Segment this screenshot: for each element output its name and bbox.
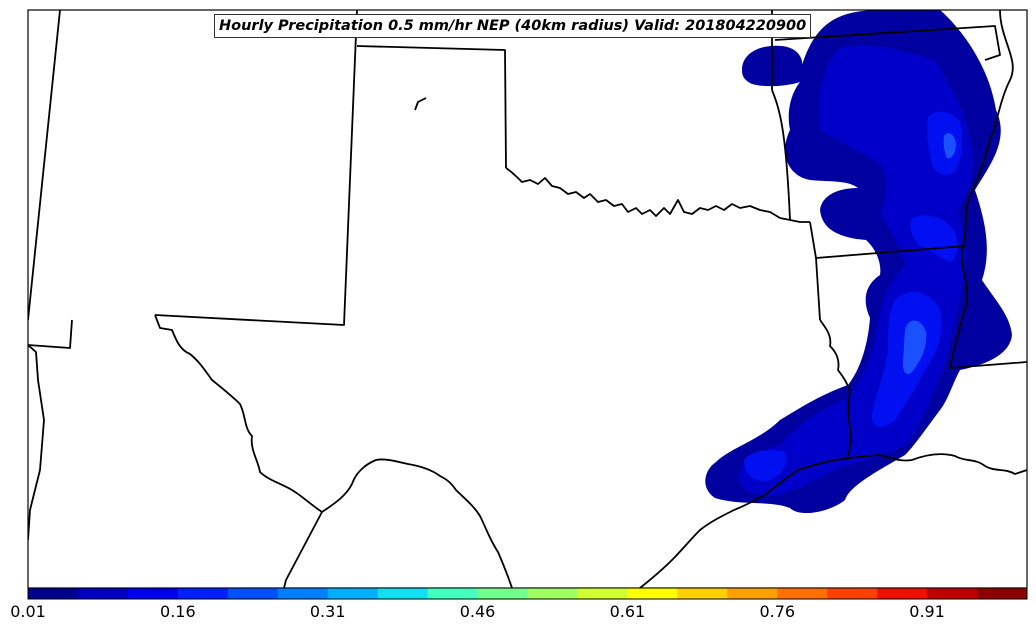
map-area [28,10,1027,588]
colorbar-segment [127,588,179,599]
colorbar-segment [177,588,229,599]
boundary-nm-east [154,10,358,326]
precip-region-light-south [902,320,927,375]
boundary-ks-ok [356,45,507,169]
boundary-louisiana-coast [911,453,1027,475]
colorbar-tick-label: 0.01 [10,602,46,621]
boundary-rio-grande [321,458,513,588]
colorbar-tick-label: 0.46 [459,602,496,621]
colorbar-tick-label: 0.76 [759,602,796,621]
colorbar-segment [227,588,279,599]
colorbar-segment [277,588,329,599]
colorbar-segment [327,588,379,599]
state-boundaries [28,10,1027,588]
boundary-mexico-coahuila [28,344,45,541]
colorbar-tick-label: 0.31 [309,602,346,621]
boundary-tx-nm-west [154,314,323,513]
boundary-texas-coast [639,454,913,588]
boundary-sabine-river [819,319,852,461]
boundary-lake-fragment [414,97,427,111]
colorbar-segment [527,588,578,599]
colorbar-tick-label: 0.61 [609,602,646,621]
precip-region-light-north [943,133,956,159]
colorbar-segment [377,588,429,599]
boundary-mo-ar [774,25,1001,61]
colorbar-tick-label: 0.91 [909,602,945,621]
boundary-la-ms [949,361,1027,369]
precipitation-field [705,10,1012,514]
colorbar-segment [827,588,878,599]
boundary-mississippi [949,10,1014,369]
precip-region-medium-central [910,215,958,262]
colorbar-segment [777,588,828,599]
colorbar-segment [877,588,928,599]
colorbar-segment [477,588,528,599]
boundary-ar-la [815,245,966,259]
precip-region-medium-west [744,450,787,482]
colorbar-tick-label: 0.16 [160,602,196,621]
colorbar-segment [677,588,728,599]
colorbar-segment [627,588,678,599]
colorbar-segment [28,588,79,599]
colorbar-segment [727,588,778,599]
colorbar-frame [27,587,1028,600]
boundary-colorado-kansas-west [28,10,61,321]
boundary-ok-ar [771,89,791,221]
boundary-mexico-west [283,511,323,588]
boundary-ok-panhandle [28,319,73,349]
map-title: Hourly Precipitation 0.5 mm/hr NEP (40km… [214,14,812,38]
colorbar-segment [927,588,978,599]
colorbar-segment [427,588,479,599]
colorbar-segment [577,588,628,599]
colorbar [28,588,1028,599]
colorbar-segment [77,588,129,599]
colorbar-segment [977,588,1028,599]
boundary-ok-texas-red-river [505,167,810,223]
